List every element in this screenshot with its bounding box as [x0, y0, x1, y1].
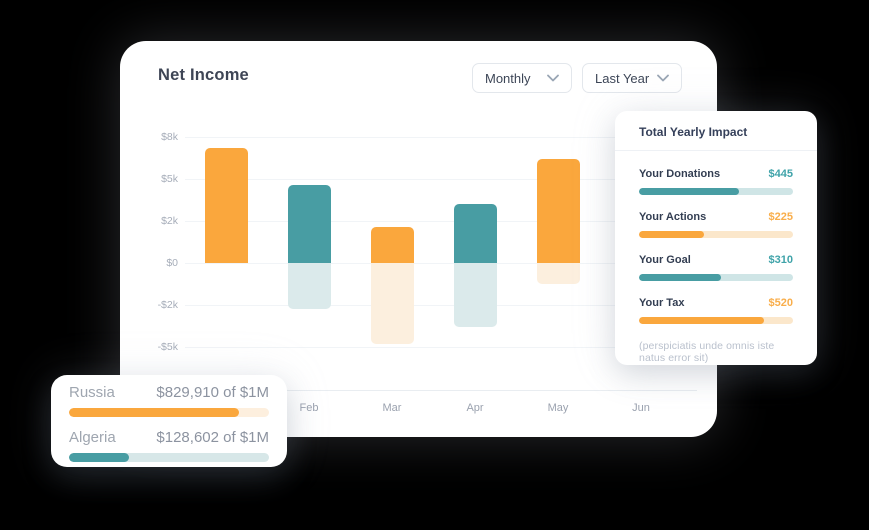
total-yearly-impact-card: Total Yearly Impact Your Donations $445 … [615, 111, 817, 365]
progress-fill [69, 453, 129, 462]
impact-item: Your Goal $310 [639, 254, 793, 281]
bar-positive [204, 148, 248, 263]
range-select-value: Last Year [595, 70, 650, 86]
progress-track [639, 188, 793, 195]
progress-track [639, 231, 793, 238]
x-axis-tick-label: Mar [382, 402, 402, 414]
page-title: Net Income [158, 66, 249, 84]
progress-fill [639, 188, 740, 195]
progress-fill [69, 408, 239, 417]
bar-negative-faded [370, 263, 414, 345]
y-axis-tick-label: -$2k [157, 299, 178, 311]
impact-item-value: $225 [768, 211, 793, 223]
impact-footnote: (perspiciatis unde omnis iste natus erro… [639, 340, 775, 364]
country-item: Russia $829,910 of $1M [69, 383, 269, 417]
x-axis-tick-label: Feb [299, 402, 319, 414]
impact-items-list: Your Donations $445 Your Actions $225 Yo… [639, 168, 793, 324]
country-value: $128,602 of $1M [156, 429, 269, 446]
bar-negative-faded [453, 263, 497, 328]
y-axis-tick-label: $5k [161, 173, 178, 185]
y-axis-tick-label: -$5k [157, 341, 178, 353]
period-select-value: Monthly [485, 70, 531, 86]
gridline [185, 179, 697, 180]
impact-item: Your Actions $225 [639, 211, 793, 238]
country-item: Algeria $128,602 of $1M [69, 428, 269, 462]
impact-item-label: Your Goal [639, 254, 691, 266]
gridline [185, 263, 697, 264]
countries-progress-card: Russia $829,910 of $1M Algeria $128,602 … [51, 375, 287, 467]
progress-fill [639, 231, 704, 238]
impact-item-label: Your Actions [639, 211, 707, 223]
country-label: Algeria [69, 429, 116, 446]
chevron-down-icon [657, 74, 669, 82]
x-axis-tick-label: May [547, 402, 569, 414]
chevron-down-icon [547, 74, 559, 82]
impact-item-value: $445 [768, 168, 793, 180]
bar-positive [287, 184, 331, 263]
gridline [185, 137, 697, 138]
gridline [185, 305, 697, 306]
gridline [185, 347, 697, 348]
progress-track [639, 317, 793, 324]
impact-panel-title: Total Yearly Impact [639, 125, 748, 139]
country-label: Russia [69, 384, 115, 401]
impact-item: Your Tax $520 [639, 297, 793, 324]
y-axis-tick-label: $0 [166, 257, 178, 269]
impact-item-value: $520 [768, 297, 793, 309]
bar-negative-faded [536, 263, 580, 284]
impact-item: Your Donations $445 [639, 168, 793, 195]
progress-fill [639, 317, 764, 324]
country-value: $829,910 of $1M [156, 384, 269, 401]
impact-item-label: Your Tax [639, 297, 685, 309]
bar-positive [536, 159, 580, 263]
x-axis-line [185, 390, 697, 391]
progress-track [639, 274, 793, 281]
period-select[interactable]: Monthly [472, 63, 572, 93]
y-axis-tick-label: $2k [161, 215, 178, 227]
country-items-list: Russia $829,910 of $1M Algeria $128,602 … [69, 383, 269, 462]
impact-item-label: Your Donations [639, 168, 721, 180]
range-select[interactable]: Last Year [582, 63, 682, 93]
impact-item-value: $310 [768, 254, 793, 266]
progress-fill [639, 274, 721, 281]
bar-positive [370, 227, 414, 263]
gridline [185, 221, 697, 222]
bar-negative-faded [287, 263, 331, 310]
progress-track [69, 408, 269, 417]
x-axis-tick-label: Jun [632, 402, 650, 414]
y-axis-tick-label: $8k [161, 131, 178, 143]
net-income-chart: $8k $5k $2k $0 -$2k -$5k Feb Mar Apr May Jun [120, 41, 717, 437]
x-axis-tick-label: Apr [466, 402, 484, 414]
progress-track [69, 453, 269, 462]
bar-positive [453, 204, 497, 263]
chart-controls: Monthly Last Year [472, 63, 682, 93]
divider [615, 150, 817, 151]
